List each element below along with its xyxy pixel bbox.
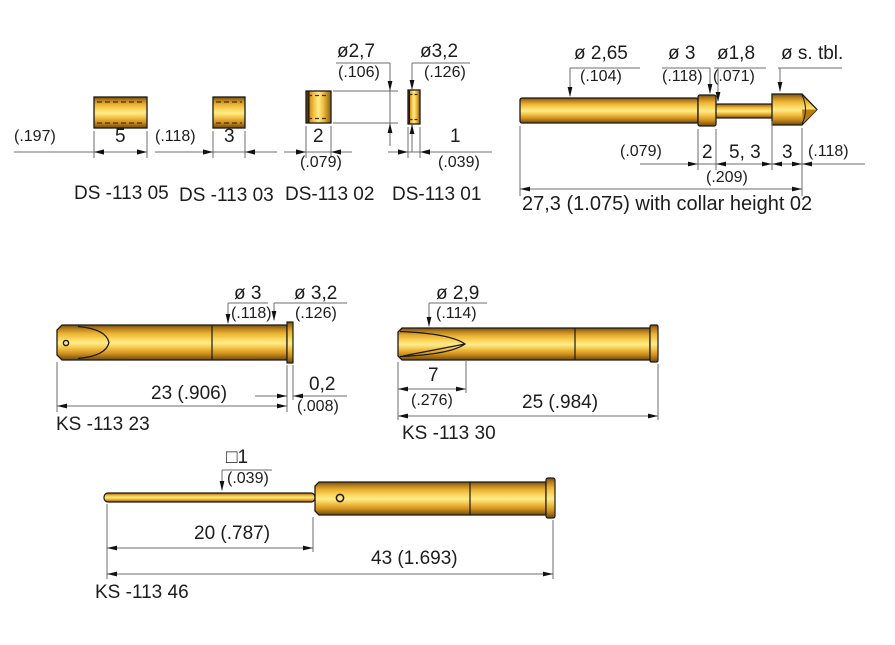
ds02-diameter-label: ø2,7 (337, 41, 376, 62)
ds01-mm-label: 1 (450, 126, 461, 147)
ds-113-01-figure (388, 62, 492, 158)
probe-head-length-mm: 3 (782, 142, 793, 163)
probe-head-length-inch: (.118) (808, 143, 849, 160)
ks30-part-number: KS -113 30 (402, 423, 496, 444)
ks30-length-label: 25 (.984) (522, 392, 599, 413)
probe-overall-length-note: 27,3 (1.075) with collar height 02 (522, 193, 813, 215)
ks23-rim-width-mm: 0,2 (309, 374, 336, 395)
ks30-diameter-label: ø 2,9 (436, 283, 480, 304)
ds05-mm-label: 5 (115, 126, 126, 147)
ds02-mm-label: 2 (313, 126, 324, 147)
ks46-vent-hole (335, 493, 345, 503)
ks46-pin (103, 492, 316, 503)
ks30-flange (649, 324, 659, 363)
probe-collar-width-mm: 2 (702, 142, 713, 163)
ks30-diameter-inch: (.114) (436, 305, 477, 322)
probe-plunger-diameter-inch: (.071) (713, 68, 755, 85)
ks23-vent-hole (62, 339, 70, 347)
ks46-square-tip-inch: (.039) (227, 470, 269, 487)
ks23-flange (286, 321, 294, 364)
probe-collar-diameter-label: ø 3 (668, 43, 696, 64)
ks-113-46-figure (103, 469, 556, 579)
ks46-square-tip-label: □1 (226, 447, 249, 468)
ks-113-23-figure (56, 302, 347, 412)
ds02-collar-body (305, 90, 332, 124)
ds01-inch-label: (.039) (438, 154, 480, 171)
probe-plunger (713, 103, 775, 119)
ds-113-02-figure (284, 62, 398, 158)
probe-collar-width-inch: (.079) (620, 143, 662, 160)
ks30-slot-length-inch: (.276) (411, 392, 453, 409)
probe-barrel (519, 97, 699, 124)
probe-tip-diameter-label: ø s. tbl. (781, 43, 844, 64)
ks23-tube (56, 324, 288, 361)
probe-figure (519, 67, 865, 196)
ks30-slot-length-mm: 7 (428, 365, 439, 386)
ds01-collar-body (407, 89, 421, 125)
ks23-rim-width-inch: (.008) (297, 398, 339, 415)
ks30-tube (397, 327, 651, 361)
ks23-body-diameter-inch: (.118) (231, 305, 272, 322)
ds03-part-number: DS -113 03 (179, 185, 274, 206)
probe-collar (697, 94, 717, 127)
ks46-part-number: KS -113 46 (95, 582, 189, 603)
ks23-flange-diameter-label: ø 3,2 (294, 283, 338, 304)
ks46-pin-length-label: 20 (.787) (194, 523, 271, 544)
probe-plunger-length-mm: 5, 3 (729, 142, 761, 163)
probe-barrel-diameter-label: ø 2,65 (574, 43, 628, 64)
ks23-flange-diameter-inch: (.126) (295, 305, 337, 322)
ds01-diameter-label: ø3,2 (420, 41, 459, 62)
ds-113-05-figure (14, 96, 148, 158)
ks46-overall-length-label: 43 (1.693) (371, 548, 458, 569)
probe-collar-diameter-inch: (.118) (662, 68, 703, 85)
ds01-diameter-inch-label: (.126) (424, 64, 466, 81)
ds02-diameter-inch-label: (.106) (338, 64, 380, 81)
probe-plunger-diameter-label: ø1,8 (717, 43, 756, 64)
ds02-part-number: DS-113 02 (285, 184, 375, 205)
ds-113-03-figure (155, 96, 277, 158)
ks-113-30-figure (397, 302, 659, 420)
ks23-part-number: KS -113 23 (56, 414, 150, 435)
ds01-part-number: DS-113 01 (392, 184, 482, 205)
ds05-part-number: DS -113 05 (74, 183, 169, 204)
ks46-flange (545, 477, 556, 519)
ks23-length-label: 23 (.906) (151, 383, 228, 404)
probe-barrel-diameter-inch: (.104) (580, 68, 622, 85)
ds05-inch-label: (.197) (14, 128, 56, 145)
ds03-mm-label: 3 (224, 126, 235, 147)
ks23-body-diameter-label: ø 3 (234, 283, 262, 304)
probe-plunger-length-inch: (.209) (706, 169, 748, 186)
ds03-inch-label: (.118) (155, 128, 196, 145)
ds02-inch-label: (.079) (300, 154, 342, 171)
ks46-body (314, 481, 547, 516)
